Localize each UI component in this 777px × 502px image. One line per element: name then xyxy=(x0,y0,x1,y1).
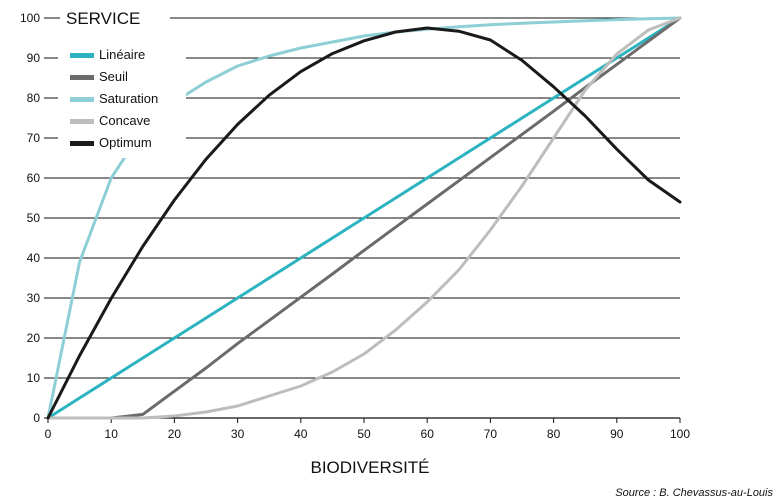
y-tick-label: 80 xyxy=(27,91,41,105)
x-tick-label: 20 xyxy=(168,427,182,441)
x-tick-label: 60 xyxy=(421,427,435,441)
y-axis-ticks: 0 10 20 30 40 50 60 70 80 90 100 xyxy=(20,11,48,425)
y-tick-label: 100 xyxy=(20,11,40,25)
legend-label: Seuil xyxy=(99,69,128,84)
y-axis-label: SERVICE xyxy=(66,9,140,28)
legend: Linéaire Seuil Saturation Concave Optimum xyxy=(70,47,158,150)
legend-swatch xyxy=(70,141,94,146)
series-line-optimum xyxy=(46,26,682,420)
x-axis-label: BIODIVERSITÉ xyxy=(310,458,429,477)
x-tick-label: 40 xyxy=(294,427,308,441)
series-line-linaire xyxy=(46,16,682,420)
y-tick-label: 70 xyxy=(27,131,41,145)
y-tick-label: 30 xyxy=(27,291,41,305)
legend-swatch xyxy=(70,53,94,58)
x-tick-label: 100 xyxy=(670,427,690,441)
y-tick-label: 40 xyxy=(27,251,41,265)
series-line-seuil xyxy=(46,16,682,420)
legend-swatch xyxy=(70,119,94,124)
y-tick-label: 0 xyxy=(33,411,40,425)
x-tick-label: 0 xyxy=(45,427,52,441)
x-tick-label: 70 xyxy=(484,427,498,441)
series-lines xyxy=(46,16,682,420)
x-axis-ticks: 0 10 20 30 40 50 60 70 80 90 100 xyxy=(45,418,690,441)
x-tick-label: 30 xyxy=(231,427,245,441)
y-tick-label: 50 xyxy=(27,211,41,225)
x-tick-label: 80 xyxy=(547,427,561,441)
source-note: Source : B. Chevassus-au-Louis xyxy=(615,487,773,499)
legend-label: Saturation xyxy=(99,91,158,106)
y-tick-label: 10 xyxy=(27,371,41,385)
y-tick-label: 20 xyxy=(27,331,41,345)
y-tick-label: 90 xyxy=(27,51,41,65)
legend-swatch xyxy=(70,97,94,102)
legend-label: Optimum xyxy=(99,135,152,150)
x-tick-label: 90 xyxy=(610,427,624,441)
legend-label: Linéaire xyxy=(99,47,145,62)
y-tick-label: 60 xyxy=(27,171,41,185)
y-axis-label-bg xyxy=(60,8,170,28)
legend-swatch xyxy=(70,75,94,80)
x-tick-label: 50 xyxy=(357,427,371,441)
x-tick-label: 10 xyxy=(105,427,119,441)
legend-label: Concave xyxy=(99,113,150,128)
